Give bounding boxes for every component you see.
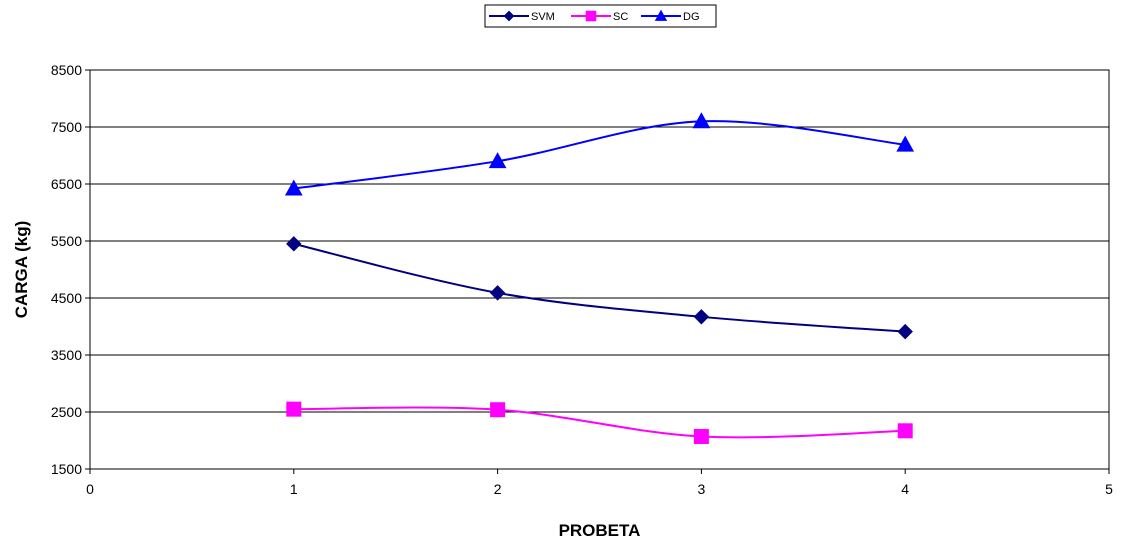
series-svm [286,236,913,340]
x-tick-label: 3 [698,481,706,497]
x-tick-label: 5 [1105,481,1113,497]
data-point-svm [489,285,506,301]
legend-label: SVM [531,11,555,23]
axes: 1500 2500 3500 4500 5500 6500 7500 8500 0 1 2 3 4 5 [51,62,1113,497]
y-tick-label: 4500 [51,290,82,306]
series-line-dg [293,120,906,190]
data-point-sc [286,401,302,417]
series-line-svm [293,242,906,333]
y-tick-label: 8500 [51,62,82,78]
y-tick-label: 3500 [51,347,82,363]
series-sc [286,401,913,445]
x-axis-title: PROBETA [559,521,641,540]
legend-marker [503,10,515,22]
data-point-sc [897,423,913,439]
x-tick-label: 2 [494,481,502,497]
y-tick-label: 6500 [51,176,82,192]
data-point-dg [488,152,507,169]
y-axis-title: CARGA (kg) [12,221,31,319]
y-tick-label: 2500 [51,404,82,420]
y-tick-label: 5500 [51,233,82,249]
data-point-dg [692,112,711,129]
legend-marker [585,10,597,22]
series-group [284,112,915,445]
data-point-svm [897,323,913,340]
legend-label: DG [683,11,700,23]
data-point-sc [693,429,709,445]
x-tick-label: 0 [86,481,94,497]
legend-entry-dg: DG [641,9,700,23]
legend-entry-sc: SC [571,10,628,23]
grid-lines [90,69,1109,470]
y-tick-label: 1500 [51,461,82,477]
data-point-svm [286,236,302,252]
series-line-sc [293,406,906,439]
legend: SVM SC DG [484,4,717,28]
y-tick-label: 7500 [51,119,82,135]
data-point-sc [490,402,506,418]
legend-marker [654,9,668,21]
x-tick-label: 1 [290,481,298,497]
data-point-svm [693,309,710,325]
series-dg [284,112,915,196]
data-point-dg [284,179,303,196]
legend-entry-svm: SVM [489,10,555,23]
x-tick-label: 4 [901,481,909,497]
legend-label: SC [613,11,628,23]
data-point-dg [896,135,915,152]
plot-area-frame [89,69,1110,470]
